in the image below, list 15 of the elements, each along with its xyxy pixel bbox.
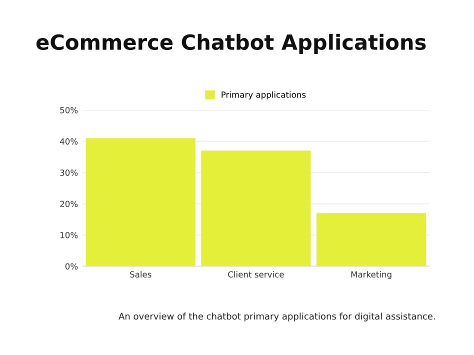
chart-title: eCommerce Chatbot Applications bbox=[36, 34, 426, 54]
bar bbox=[201, 150, 311, 266]
x-tick-label: Client service bbox=[228, 271, 284, 278]
y-tick-label: 10% bbox=[60, 232, 78, 238]
bar bbox=[316, 213, 426, 266]
y-tick-label: 40% bbox=[60, 138, 78, 145]
bar bbox=[86, 138, 196, 266]
y-tick-label: 0% bbox=[65, 263, 78, 270]
x-tick-label: Marketing bbox=[351, 271, 392, 280]
y-tick-label: 50% bbox=[60, 107, 78, 114]
y-tick-label: 30% bbox=[60, 170, 78, 176]
legend-label: Primary applications bbox=[222, 91, 306, 100]
y-tick-label: 20% bbox=[60, 200, 78, 208]
x-tick-label: Sales bbox=[130, 271, 152, 278]
text: An overview of the chatbot primary applications for digital assistance. bbox=[118, 312, 435, 322]
